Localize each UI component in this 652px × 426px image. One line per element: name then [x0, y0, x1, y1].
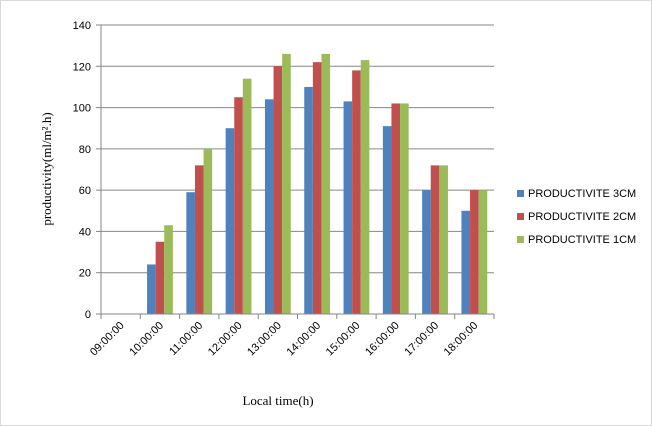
bar	[430, 165, 440, 314]
legend-label: PRODUCTIVITE 3CM	[528, 188, 636, 200]
x-tick-label: 10:00:00	[127, 320, 166, 359]
bar	[186, 192, 195, 314]
bar	[382, 126, 392, 315]
bar	[304, 86, 313, 314]
bar	[203, 148, 213, 314]
bar	[391, 103, 401, 314]
bar	[225, 128, 235, 314]
legend-swatch	[517, 190, 524, 197]
bar	[155, 241, 165, 314]
bar	[194, 165, 204, 314]
bar	[422, 190, 431, 314]
bar	[234, 97, 243, 314]
y-tick-label: 100	[73, 103, 91, 115]
bar	[312, 62, 322, 315]
y-tick-label: 80	[79, 144, 91, 156]
x-tick-label: 15:00:00	[324, 320, 363, 359]
legend-label: PRODUCTIVITE 2CM	[528, 211, 636, 223]
y-tick-label: 140	[73, 20, 91, 32]
y-tick-label: 40	[79, 226, 91, 238]
x-tick-label: 13:00:00	[245, 320, 284, 359]
legend-swatch	[517, 236, 524, 243]
bar	[273, 66, 283, 315]
y-tick-label: 60	[79, 185, 91, 197]
legend: PRODUCTIVITE 3CM PRODUCTIVITE 2CM PRODUCTI…	[517, 188, 636, 246]
bar	[343, 101, 353, 314]
bar	[400, 103, 409, 314]
bar	[352, 70, 361, 315]
bar	[147, 264, 156, 314]
x-tick-labels: 09:00:00 10:00:00 11:00:00 12:00:00 13:00:00…	[88, 320, 480, 359]
bar	[242, 78, 252, 315]
axes	[96, 24, 495, 319]
bar	[470, 190, 479, 314]
x-tick-label: 17:00:00	[402, 320, 441, 359]
legend-swatch	[517, 213, 524, 220]
y-tick-labels: 0 20 40 60 80 100 120 140	[73, 20, 91, 321]
bar	[360, 60, 370, 314]
x-tick-label: 14:00:00	[285, 320, 324, 359]
bar	[164, 225, 173, 314]
legend-label: PRODUCTIVITE 1CM	[528, 234, 636, 246]
x-tick-label: 12:00:00	[206, 320, 245, 359]
bars	[147, 53, 488, 315]
x-axis-title: Local time(h)	[242, 393, 313, 408]
x-tick-label: 16:00:00	[363, 320, 402, 359]
x-tick-label: 11:00:00	[167, 320, 205, 358]
bar	[478, 190, 488, 314]
y-tick-label: 120	[73, 61, 91, 73]
y-tick-label: 20	[79, 268, 91, 280]
x-tick-label: 09:00:00	[88, 320, 127, 359]
x-tick-label: 18:00:00	[442, 320, 481, 359]
bar	[282, 53, 291, 315]
bar	[264, 99, 274, 314]
bar	[461, 210, 471, 314]
y-tick-label: 0	[85, 309, 91, 321]
y-axis-title: productivity(ml/m².h)	[39, 112, 54, 225]
bar	[439, 165, 448, 314]
bar	[321, 53, 331, 315]
